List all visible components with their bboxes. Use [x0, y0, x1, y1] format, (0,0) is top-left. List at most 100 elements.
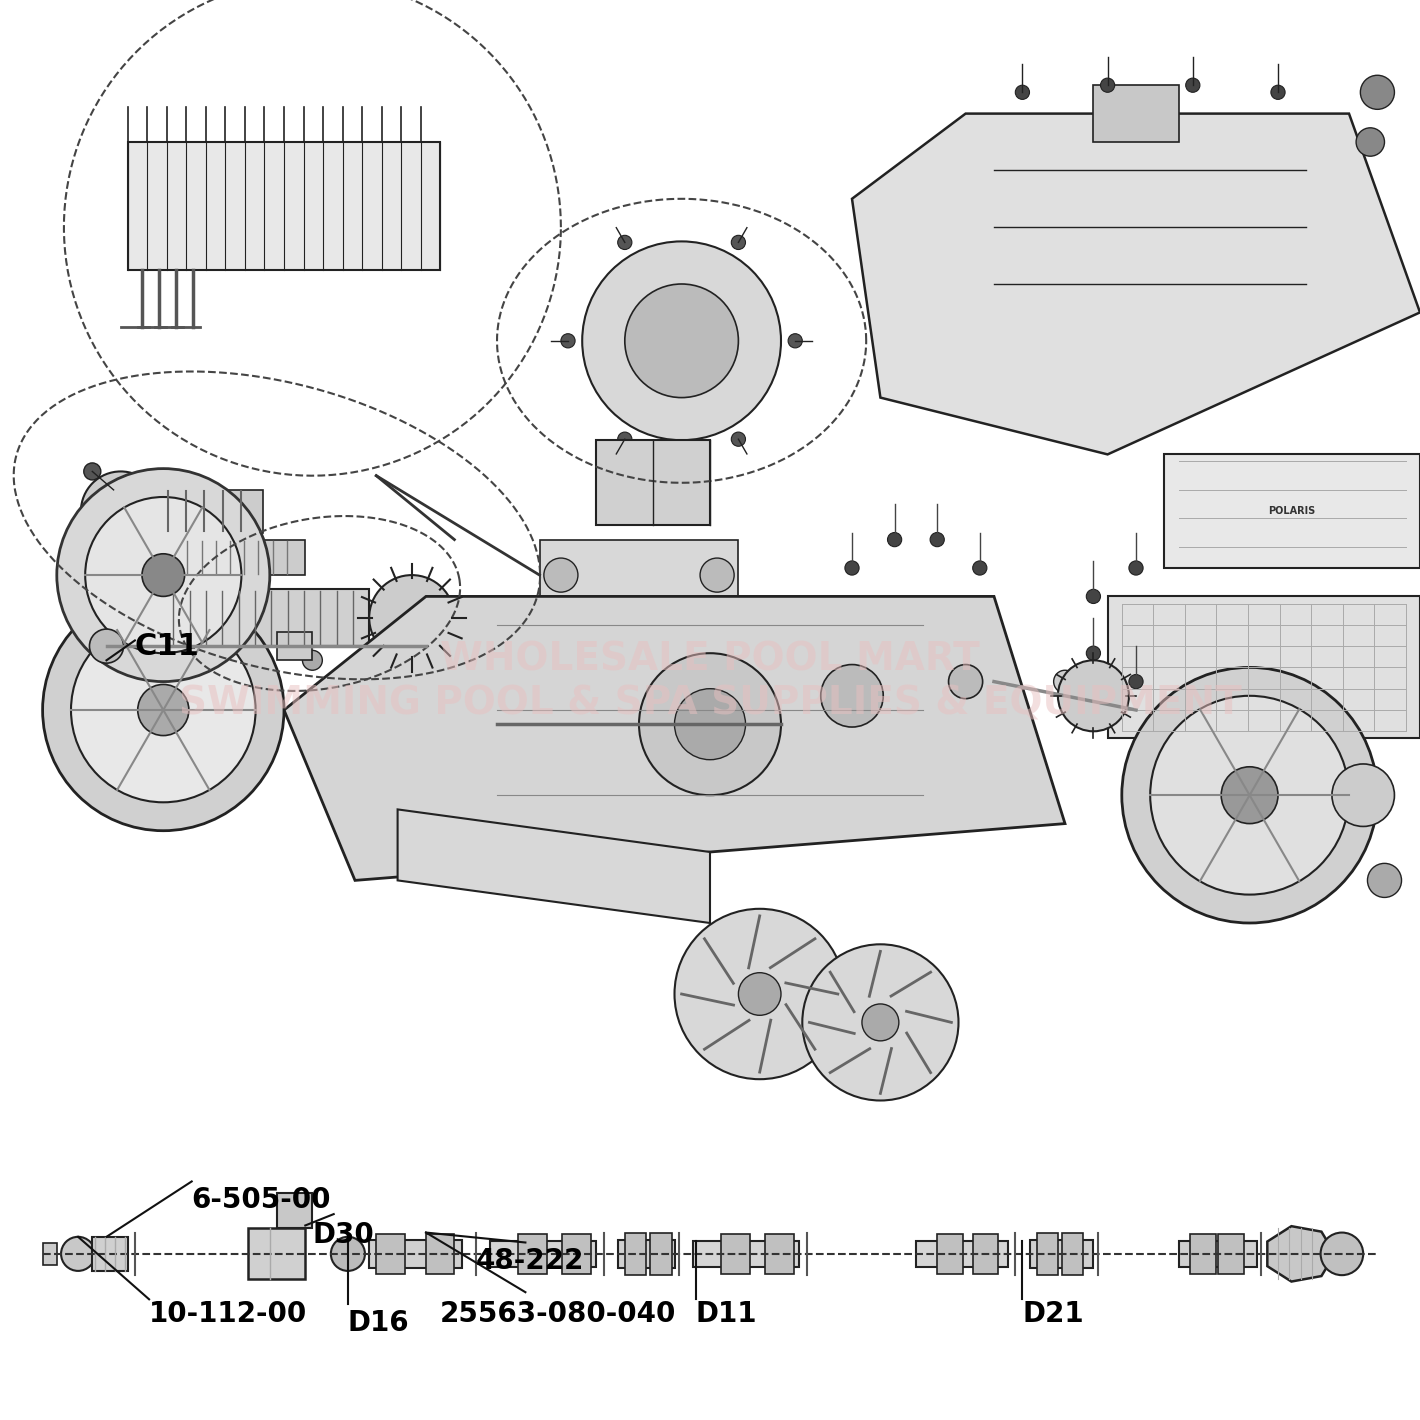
- Polygon shape: [1164, 454, 1420, 568]
- Bar: [163, 490, 263, 532]
- Bar: [376, 1234, 405, 1274]
- Bar: [693, 1241, 799, 1267]
- Circle shape: [1150, 696, 1349, 895]
- Circle shape: [1058, 660, 1129, 731]
- Polygon shape: [398, 809, 710, 923]
- Circle shape: [1356, 128, 1384, 156]
- Circle shape: [1321, 1233, 1363, 1275]
- Bar: [518, 1234, 547, 1274]
- Circle shape: [1367, 863, 1402, 897]
- Circle shape: [1332, 764, 1394, 826]
- Bar: [1037, 1233, 1058, 1275]
- Circle shape: [639, 653, 781, 795]
- Bar: [1062, 1233, 1083, 1275]
- Bar: [426, 1234, 454, 1274]
- Polygon shape: [1108, 596, 1420, 738]
- Circle shape: [1054, 670, 1076, 693]
- Circle shape: [71, 618, 256, 802]
- Circle shape: [85, 497, 241, 653]
- Circle shape: [700, 558, 734, 592]
- Circle shape: [1186, 78, 1200, 92]
- Text: D21: D21: [1022, 1299, 1083, 1328]
- Circle shape: [862, 1004, 899, 1041]
- Bar: [490, 1241, 596, 1267]
- Circle shape: [582, 241, 781, 440]
- Polygon shape: [1267, 1227, 1335, 1281]
- Text: 48-222: 48-222: [476, 1247, 584, 1275]
- Circle shape: [99, 490, 142, 532]
- Circle shape: [618, 236, 632, 250]
- Circle shape: [1015, 85, 1030, 99]
- Circle shape: [731, 236, 746, 250]
- Bar: [625, 1233, 646, 1275]
- Bar: [937, 1234, 963, 1274]
- Bar: [1218, 1234, 1244, 1274]
- Bar: [170, 589, 369, 646]
- Circle shape: [1086, 589, 1100, 604]
- Bar: [650, 1233, 672, 1275]
- Circle shape: [802, 944, 959, 1100]
- Text: 25563-080-040: 25563-080-040: [440, 1299, 676, 1328]
- Circle shape: [949, 665, 983, 699]
- Circle shape: [1271, 85, 1285, 99]
- Polygon shape: [540, 540, 738, 611]
- Text: POLARIS: POLARIS: [1268, 506, 1316, 517]
- Polygon shape: [852, 114, 1420, 454]
- Bar: [277, 1193, 312, 1228]
- Circle shape: [43, 589, 284, 831]
- Circle shape: [1360, 75, 1394, 109]
- Circle shape: [625, 284, 738, 398]
- Bar: [618, 1240, 674, 1268]
- Circle shape: [1122, 667, 1377, 923]
- Bar: [1179, 1241, 1257, 1267]
- Circle shape: [1129, 674, 1143, 689]
- Circle shape: [302, 650, 322, 670]
- Circle shape: [81, 471, 160, 551]
- Circle shape: [57, 469, 270, 682]
- Circle shape: [561, 334, 575, 348]
- Text: D16: D16: [348, 1309, 409, 1338]
- Circle shape: [1129, 561, 1143, 575]
- Circle shape: [674, 909, 845, 1079]
- Text: D30: D30: [312, 1221, 373, 1250]
- Bar: [1093, 85, 1179, 142]
- Circle shape: [1086, 646, 1100, 660]
- Text: D11: D11: [696, 1299, 757, 1328]
- Circle shape: [845, 561, 859, 575]
- Bar: [185, 540, 305, 575]
- Circle shape: [788, 334, 802, 348]
- Bar: [43, 1242, 57, 1265]
- Bar: [973, 1234, 998, 1274]
- Text: 6-505-00: 6-505-00: [192, 1186, 331, 1214]
- Circle shape: [674, 689, 746, 760]
- Circle shape: [1100, 78, 1115, 92]
- Circle shape: [930, 532, 944, 547]
- Circle shape: [331, 1237, 365, 1271]
- Polygon shape: [277, 632, 312, 660]
- Circle shape: [138, 684, 189, 736]
- Bar: [596, 440, 710, 525]
- Bar: [562, 1234, 591, 1274]
- Circle shape: [738, 973, 781, 1015]
- Circle shape: [821, 665, 883, 727]
- Bar: [916, 1241, 1008, 1267]
- Text: WHOLESALE POOL MART
SWIMMING POOL & SPA SUPPLIES & EQUIPMENT: WHOLESALE POOL MART SWIMMING POOL & SPA …: [179, 640, 1241, 723]
- Circle shape: [973, 561, 987, 575]
- Bar: [248, 1228, 305, 1279]
- Circle shape: [731, 432, 746, 446]
- Circle shape: [89, 629, 124, 663]
- Text: C11: C11: [135, 632, 200, 660]
- Bar: [1030, 1240, 1093, 1268]
- Bar: [128, 142, 440, 270]
- Circle shape: [153, 650, 173, 670]
- Circle shape: [888, 532, 902, 547]
- Bar: [721, 1234, 750, 1274]
- Circle shape: [618, 432, 632, 446]
- Circle shape: [1221, 767, 1278, 824]
- Bar: [92, 1237, 128, 1271]
- Circle shape: [544, 558, 578, 592]
- Bar: [765, 1234, 794, 1274]
- Bar: [1190, 1234, 1216, 1274]
- Circle shape: [84, 463, 101, 480]
- Polygon shape: [284, 596, 1065, 880]
